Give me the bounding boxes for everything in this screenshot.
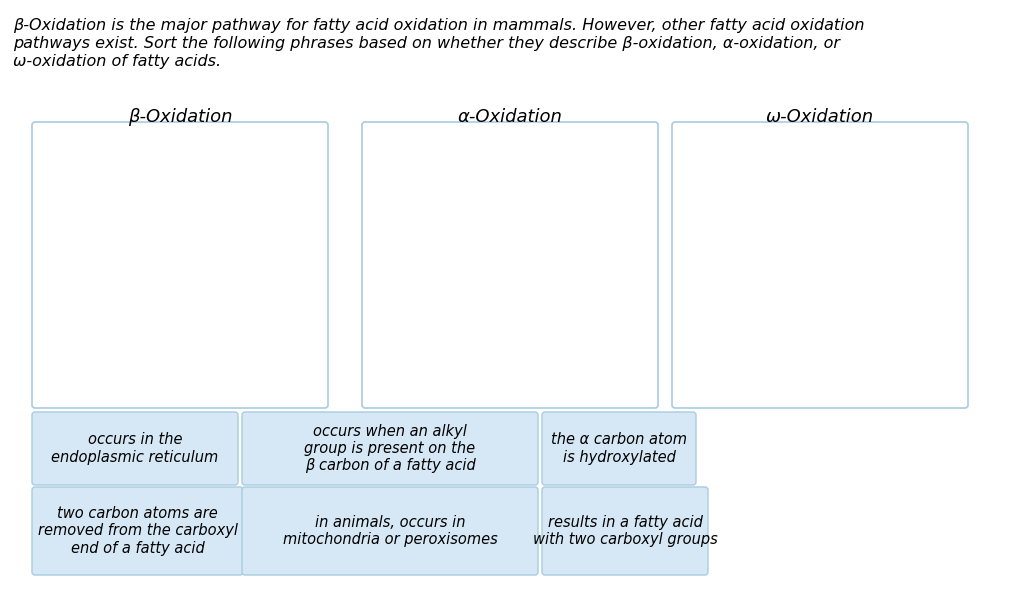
Text: pathways exist. Sort the following phrases based on whether they describe β-oxid: pathways exist. Sort the following phras… [13,36,840,51]
FancyBboxPatch shape [32,412,238,485]
FancyBboxPatch shape [672,122,968,408]
FancyBboxPatch shape [32,122,328,408]
Text: ω-oxidation of fatty acids.: ω-oxidation of fatty acids. [13,54,221,69]
FancyBboxPatch shape [242,412,538,485]
Text: in animals, occurs in
mitochondria or peroxisomes: in animals, occurs in mitochondria or pe… [283,515,498,547]
Text: β-Oxidation is the major pathway for fatty acid oxidation in mammals. However, o: β-Oxidation is the major pathway for fat… [13,18,864,33]
FancyBboxPatch shape [242,487,538,575]
Text: results in a fatty acid
with two carboxyl groups: results in a fatty acid with two carboxy… [532,515,718,547]
FancyBboxPatch shape [542,487,708,575]
Text: occurs in the
endoplasmic reticulum: occurs in the endoplasmic reticulum [51,432,219,465]
FancyBboxPatch shape [362,122,658,408]
FancyBboxPatch shape [542,412,696,485]
Text: the α carbon atom
is hydroxylated: the α carbon atom is hydroxylated [551,432,687,465]
FancyBboxPatch shape [32,487,243,575]
Text: two carbon atoms are
removed from the carboxyl
end of a fatty acid: two carbon atoms are removed from the ca… [38,506,238,556]
Text: β-Oxidation: β-Oxidation [128,108,232,126]
Text: occurs when an alkyl
group is present on the
β carbon of a fatty acid: occurs when an alkyl group is present on… [304,424,475,473]
Text: α-Oxidation: α-Oxidation [458,108,562,126]
Text: ω-Oxidation: ω-Oxidation [766,108,874,126]
